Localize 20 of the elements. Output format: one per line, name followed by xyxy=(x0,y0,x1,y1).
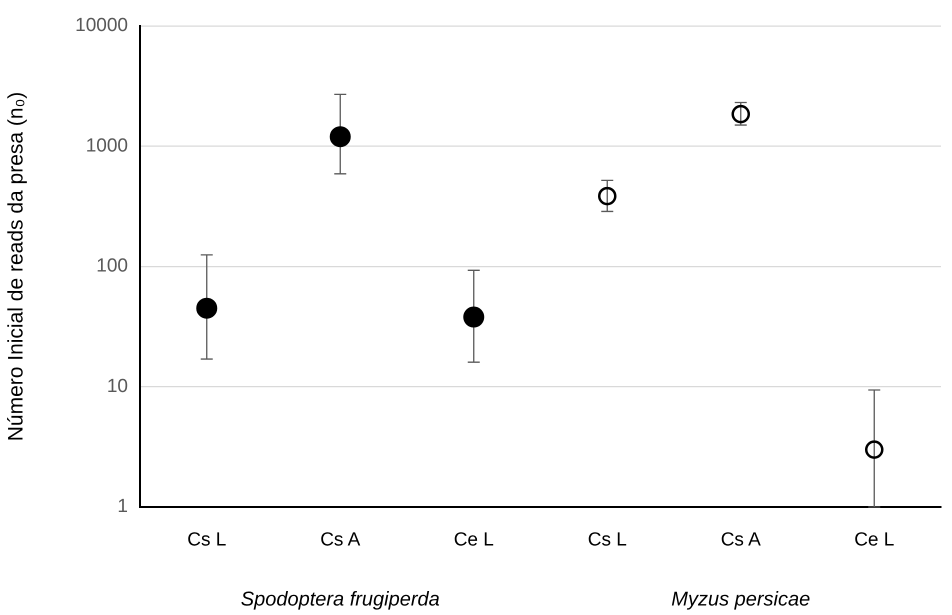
point xyxy=(330,126,351,148)
point xyxy=(865,440,884,459)
text: Myzus persicae xyxy=(671,588,810,611)
point xyxy=(598,186,616,206)
x-tick-label: Cs A xyxy=(320,530,361,551)
x-tick-label: Cs L xyxy=(187,530,226,551)
x-tick-label: Ce L xyxy=(454,530,494,551)
y-tick-label: 1000 xyxy=(86,135,128,156)
point xyxy=(732,104,750,124)
x-tick-label: Cs A xyxy=(720,530,762,551)
y-tick-label: 100 xyxy=(96,256,128,277)
y-tick-label: 10000 xyxy=(75,15,128,36)
x-tick-label: Ce L xyxy=(854,530,894,551)
y-tick-label: 1 xyxy=(117,496,128,518)
point xyxy=(196,298,218,319)
y-tick-label: 10 xyxy=(106,376,128,397)
x-tick-label: Cs L xyxy=(588,530,627,551)
text: Spodoptera frugiperda xyxy=(240,588,440,611)
y-axis-title: Número Inicial de reads da presa (n₀) xyxy=(4,92,28,442)
point xyxy=(463,306,484,328)
